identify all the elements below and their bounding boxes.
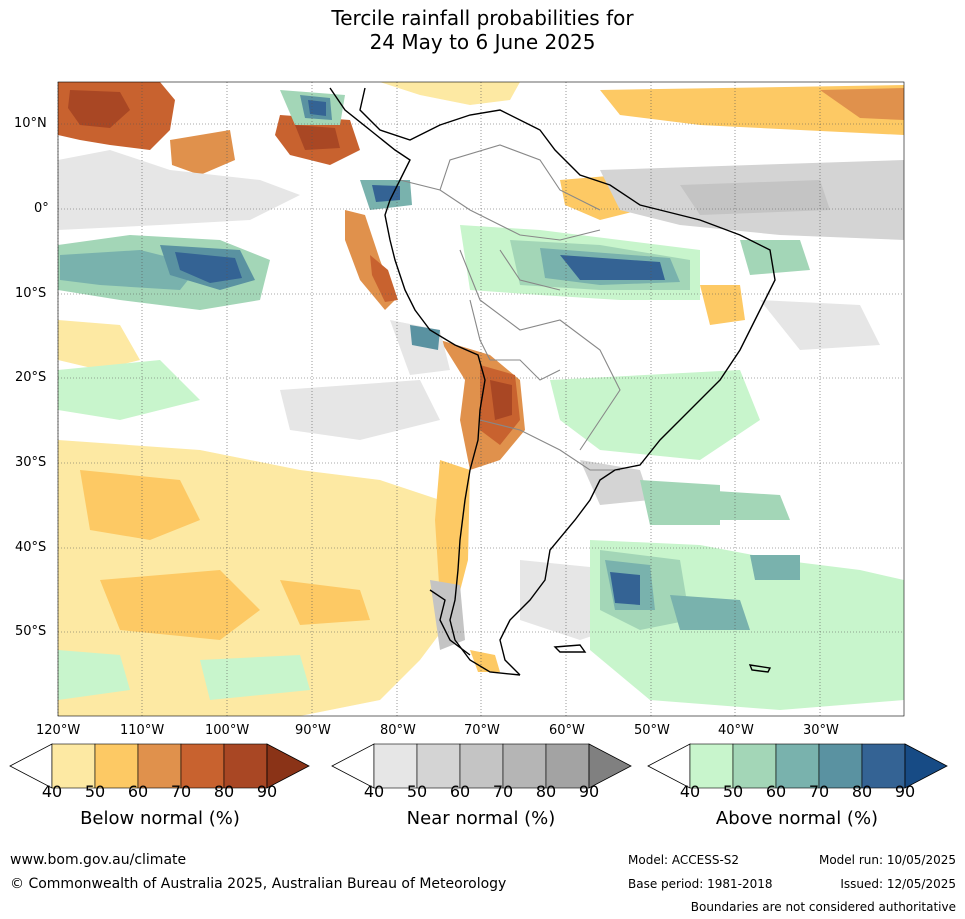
map-title-line-1: Tercile rainfall probabilities for [331,6,634,30]
lat-lon-grid [57,82,904,716]
footer-disclaimer: Boundaries are not considered authoritat… [690,900,956,914]
colorbar-tick: 40 [41,782,63,801]
country-borders [399,144,621,471]
colorbar-title-above-normal: Above normal (%) [715,808,879,829]
colorbar-tick: 60 [765,782,787,801]
colorbar-tick: 80 [535,782,557,801]
colorbar-tick: 60 [127,782,149,801]
lat-label: 10°S [15,286,47,301]
lon-label: 30°W [803,723,839,738]
colorbar-above-normal [647,743,948,789]
lat-label: 0° [34,201,49,216]
colorbar-tick: 80 [851,782,873,801]
coastline [329,87,776,676]
lon-label: 120°W [36,723,81,738]
footer-base-period: Base period: 1981-2018 [628,877,773,891]
lon-label: 40°W [718,723,754,738]
footer-copyright: © Commonwealth of Australia 2025, Austra… [10,876,507,892]
footer-url: www.bom.gov.au/climate [10,852,187,868]
footer-model-run: Model run: 10/05/2025 [818,853,956,867]
footer-model: Model: ACCESS-S2 [628,853,740,867]
lon-label: 80°W [380,723,416,738]
lat-label: 20°S [15,370,47,385]
lon-label: 90°W [295,723,331,738]
colorbar-tick: 50 [406,782,428,801]
lat-label: 30°S [15,455,47,470]
colorbar-below-normal [9,743,310,789]
lat-label: 40°S [15,540,47,555]
colorbar-tick: 60 [449,782,471,801]
colorbar-tick: 50 [722,782,744,801]
lat-label: 50°S [15,624,47,639]
colorbar-tick: 90 [894,782,916,801]
colorbar-tick: 70 [808,782,830,801]
colorbar-tick: 70 [170,782,192,801]
colorbar-tick: 40 [679,782,701,801]
map-frame [57,81,905,717]
lon-label: 50°W [634,723,670,738]
colorbar-near-normal [331,743,632,789]
colorbar-tick: 90 [256,782,278,801]
colorbar-tick: 50 [84,782,106,801]
lon-label: 100°W [205,723,250,738]
footer-issued: Issued: 12/05/2025 [840,877,956,891]
map-title-line-2: 24 May to 6 June 2025 [369,30,596,54]
colorbar-tick: 80 [213,782,235,801]
lon-label: 60°W [549,723,585,738]
lon-label: 110°W [120,723,165,738]
lon-label: 70°W [464,723,500,738]
colorbar-tick: 40 [363,782,385,801]
colorbar-tick: 70 [492,782,514,801]
colorbar-tick: 90 [578,782,600,801]
colorbar-title-near-normal: Near normal (%) [406,808,556,829]
probability-shading [58,82,904,716]
lat-label: 10°N [14,116,47,131]
colorbar-title-below-normal: Below normal (%) [80,808,240,829]
